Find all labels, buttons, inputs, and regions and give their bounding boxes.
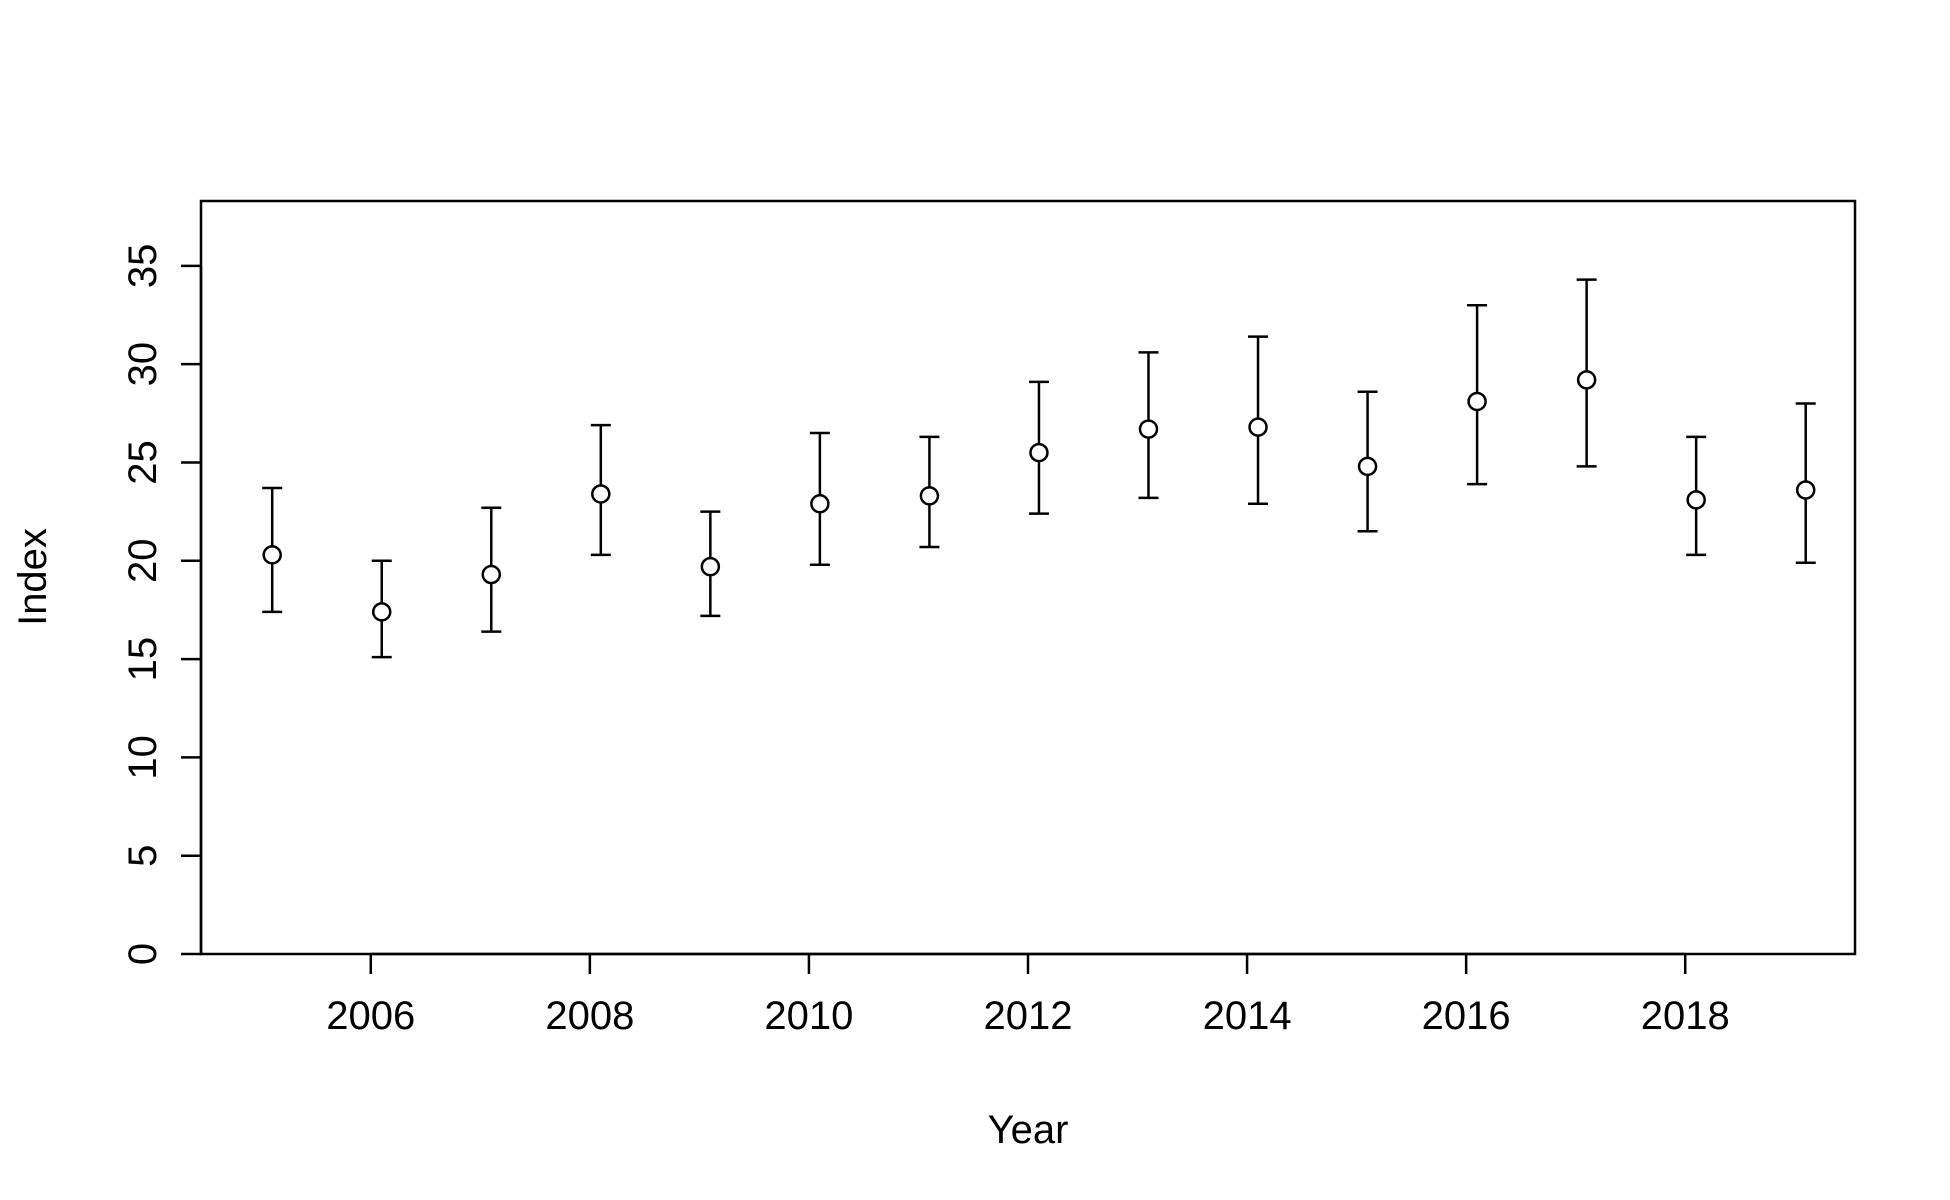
y-tick-label: 5 xyxy=(121,845,165,867)
data-point xyxy=(700,556,721,577)
y-tick-label: 15 xyxy=(121,637,165,682)
x-tick-label: 2012 xyxy=(984,994,1073,1038)
y-tick-label: 25 xyxy=(121,440,165,485)
data-point xyxy=(1795,480,1816,500)
data-point xyxy=(810,494,830,514)
data-point xyxy=(371,602,392,622)
y-tick-label: 30 xyxy=(121,342,165,387)
data-point xyxy=(1029,442,1049,463)
x-tick-label: 2010 xyxy=(764,994,853,1038)
data-point xyxy=(1138,419,1159,439)
data-point xyxy=(1467,391,1487,412)
data-point xyxy=(1357,456,1378,477)
y-tick-label: 10 xyxy=(121,735,165,780)
y-tick-label: 20 xyxy=(121,539,165,584)
x-axis-title: Year xyxy=(988,1108,1069,1152)
data-points xyxy=(262,278,1816,659)
data-point xyxy=(481,564,502,585)
plot-frame xyxy=(199,199,1857,956)
data-point xyxy=(1248,417,1268,437)
data-point xyxy=(1686,490,1706,510)
x-axis: 2006 2008 2010 2012 2014 2016 2018 xyxy=(326,952,1730,1038)
y-tick-label: 35 xyxy=(121,244,165,289)
x-tick-label: 2018 xyxy=(1641,994,1730,1038)
data-point xyxy=(262,545,282,565)
x-tick-label: 2006 xyxy=(326,994,415,1038)
x-tick-label: 2008 xyxy=(545,994,634,1038)
x-tick-label: 2014 xyxy=(1203,994,1292,1038)
data-point xyxy=(1576,370,1597,390)
y-axis: 0 5 10 15 20 25 30 35 xyxy=(121,244,203,965)
data-point xyxy=(591,484,611,504)
data-point xyxy=(919,486,940,506)
y-tick-label: 0 xyxy=(121,943,165,965)
y-axis-title: Index xyxy=(11,528,55,626)
x-tick-label: 2016 xyxy=(1422,994,1511,1038)
